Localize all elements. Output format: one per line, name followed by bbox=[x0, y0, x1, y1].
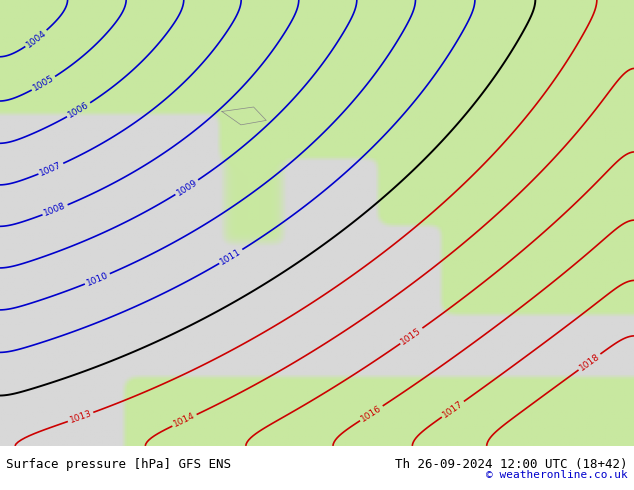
Text: 1007: 1007 bbox=[39, 160, 63, 177]
Text: Surface pressure [hPa] GFS ENS: Surface pressure [hPa] GFS ENS bbox=[6, 458, 231, 471]
Text: 1013: 1013 bbox=[68, 409, 93, 425]
Text: 1018: 1018 bbox=[578, 351, 602, 372]
Text: 1005: 1005 bbox=[31, 74, 56, 93]
Text: 1014: 1014 bbox=[172, 411, 197, 429]
Text: 1010: 1010 bbox=[85, 270, 110, 288]
Text: 1004: 1004 bbox=[25, 28, 48, 49]
Text: © weatheronline.co.uk: © weatheronline.co.uk bbox=[486, 470, 628, 480]
Text: 1016: 1016 bbox=[359, 403, 384, 423]
Text: 1017: 1017 bbox=[441, 399, 465, 419]
Text: Th 26-09-2024 12:00 UTC (18+42): Th 26-09-2024 12:00 UTC (18+42) bbox=[395, 458, 628, 471]
Text: 1009: 1009 bbox=[175, 177, 199, 197]
Text: 1006: 1006 bbox=[67, 100, 91, 120]
Text: 1008: 1008 bbox=[42, 201, 67, 219]
Text: 1011: 1011 bbox=[219, 247, 243, 267]
Text: 1015: 1015 bbox=[399, 326, 424, 346]
